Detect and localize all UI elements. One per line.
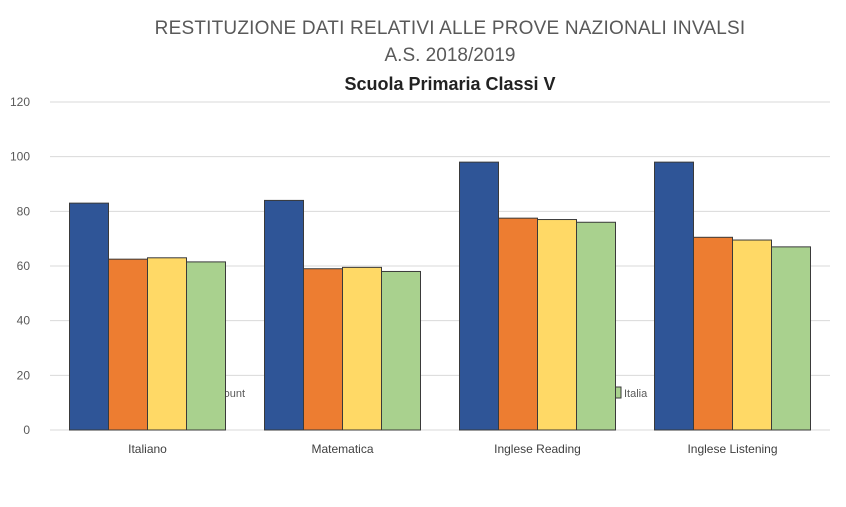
chart-title: RESTITUZIONE DATI RELATIVI ALLE PROVE NA… xyxy=(154,18,746,39)
bar-lazio xyxy=(498,217,538,431)
chart-subtitle-2: Scuola Primaria Classi V xyxy=(344,74,556,94)
y-tick-label: 40 xyxy=(17,314,31,328)
y-tick-label: 20 xyxy=(17,368,31,382)
y-tick-label: 80 xyxy=(17,204,31,218)
bar-lazio xyxy=(108,258,148,431)
bar-marymount xyxy=(264,199,304,431)
x-axis-ticks: Italiano Matematica Inglese Reading Inglese… xyxy=(128,442,777,456)
bar-centro xyxy=(147,257,187,431)
bar-lazio xyxy=(693,236,733,431)
y-tick-label: 60 xyxy=(17,259,31,273)
bar-italia xyxy=(771,246,811,431)
bar-marymount xyxy=(654,161,694,431)
bar-italia xyxy=(381,270,421,431)
chart-subtitle: A.S. 2018/2019 xyxy=(384,45,516,66)
x-tick-label: Matematica xyxy=(311,442,373,456)
legend-label: Italia xyxy=(624,388,648,400)
y-axis-ticks: 0 20 40 60 80 100 120 xyxy=(10,95,30,437)
bar-centro xyxy=(342,266,382,431)
y-tick-label: 0 xyxy=(23,423,30,437)
bar-lazio xyxy=(303,268,343,431)
bar-italia xyxy=(576,221,616,431)
bar-marymount xyxy=(69,202,109,431)
bar-centro xyxy=(732,239,772,431)
x-tick-label: Italiano xyxy=(128,442,167,456)
bars xyxy=(69,161,811,431)
bar-centro xyxy=(537,219,577,431)
y-tick-label: 120 xyxy=(10,95,30,109)
bar-italia xyxy=(186,261,226,431)
y-tick-label: 100 xyxy=(10,150,30,164)
bar-marymount xyxy=(459,161,499,431)
x-tick-label: Inglese Reading xyxy=(494,442,581,456)
x-tick-label: Inglese Listening xyxy=(687,442,777,456)
